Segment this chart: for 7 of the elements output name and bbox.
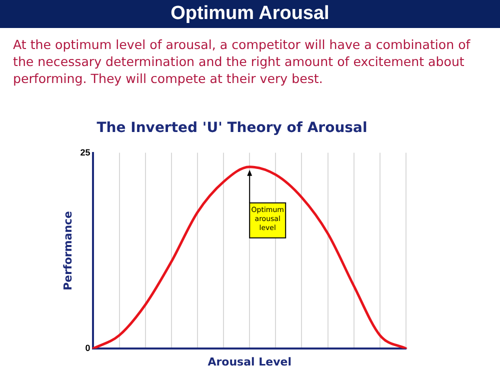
chart-title: The Inverted 'U' Theory of Arousal: [96, 120, 368, 136]
text: Optimum Arousal: [0, 0, 500, 28]
y-axis-title: Performance: [61, 210, 74, 290]
y-tick-label: 0: [85, 343, 90, 354]
x-axis-title: Arousal Level: [208, 355, 292, 368]
text: At the optimum level of arousal, a competitor will have a combination of the necessary determination and the right amount of excitement about performing. They will compete at their very best.: [13, 36, 472, 87]
y-tick-label: 25: [80, 147, 90, 158]
